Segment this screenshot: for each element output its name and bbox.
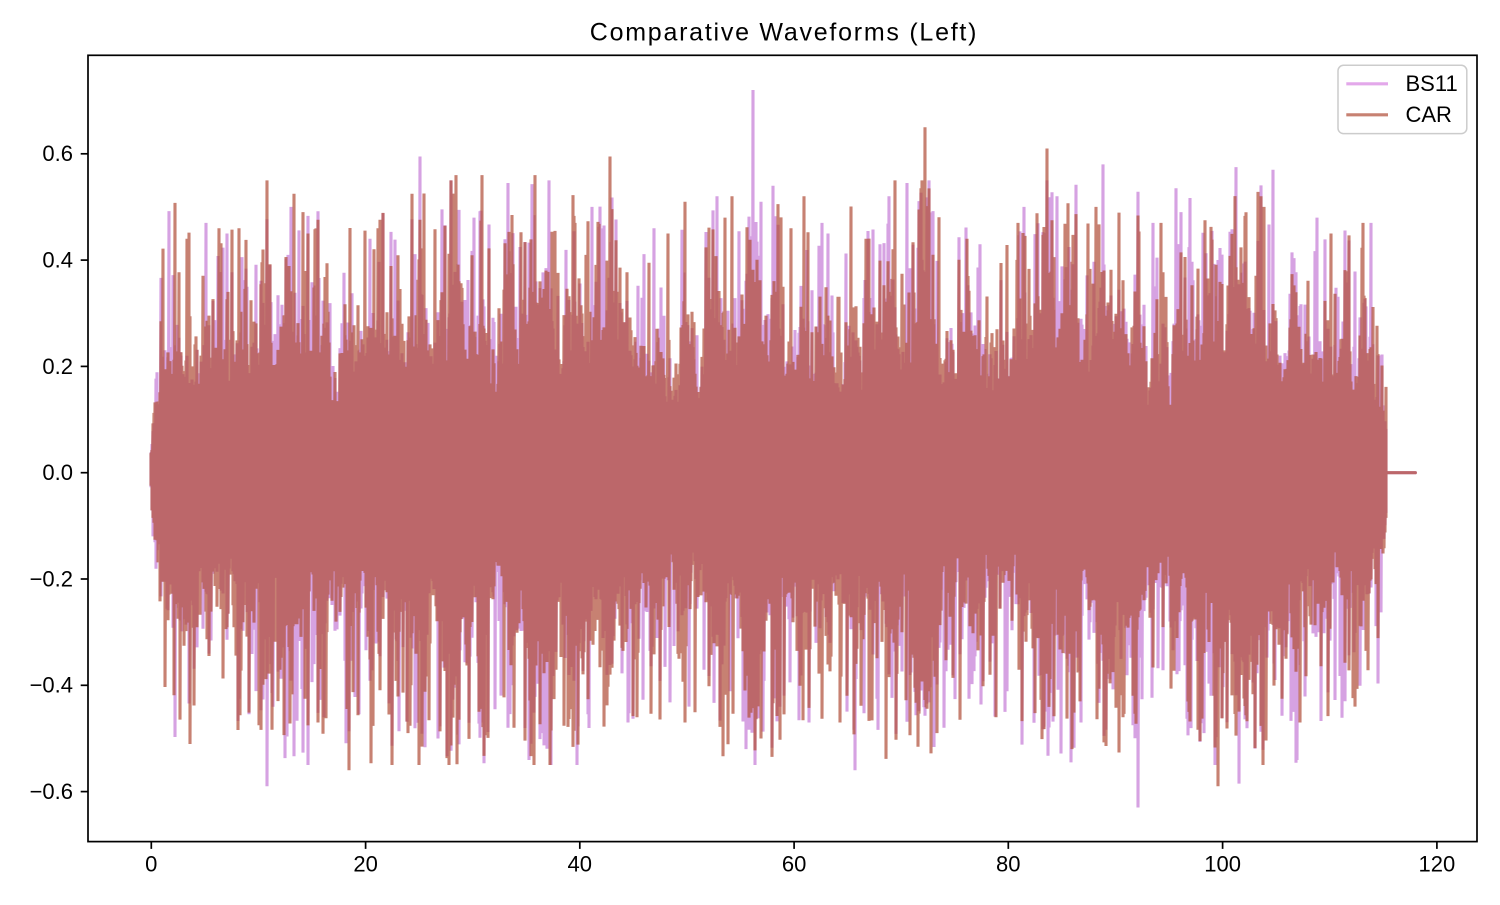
svg-text:0.4: 0.4 [42, 248, 73, 273]
svg-text:−0.4: −0.4 [30, 673, 73, 698]
svg-text:100: 100 [1204, 852, 1241, 877]
svg-text:Comparative Waveforms (Left): Comparative Waveforms (Left) [590, 19, 978, 47]
svg-text:0.2: 0.2 [42, 354, 73, 379]
svg-text:80: 80 [996, 852, 1020, 877]
svg-text:CAR: CAR [1406, 102, 1452, 127]
svg-text:0.6: 0.6 [42, 141, 73, 166]
svg-text:BS11: BS11 [1406, 71, 1458, 96]
svg-text:0: 0 [145, 852, 157, 877]
svg-text:0.0: 0.0 [42, 460, 73, 485]
svg-text:60: 60 [782, 852, 806, 877]
svg-text:120: 120 [1419, 852, 1456, 877]
svg-text:−0.6: −0.6 [30, 779, 73, 804]
svg-text:20: 20 [353, 852, 377, 877]
svg-text:40: 40 [568, 852, 592, 877]
svg-text:−0.2: −0.2 [30, 566, 73, 591]
